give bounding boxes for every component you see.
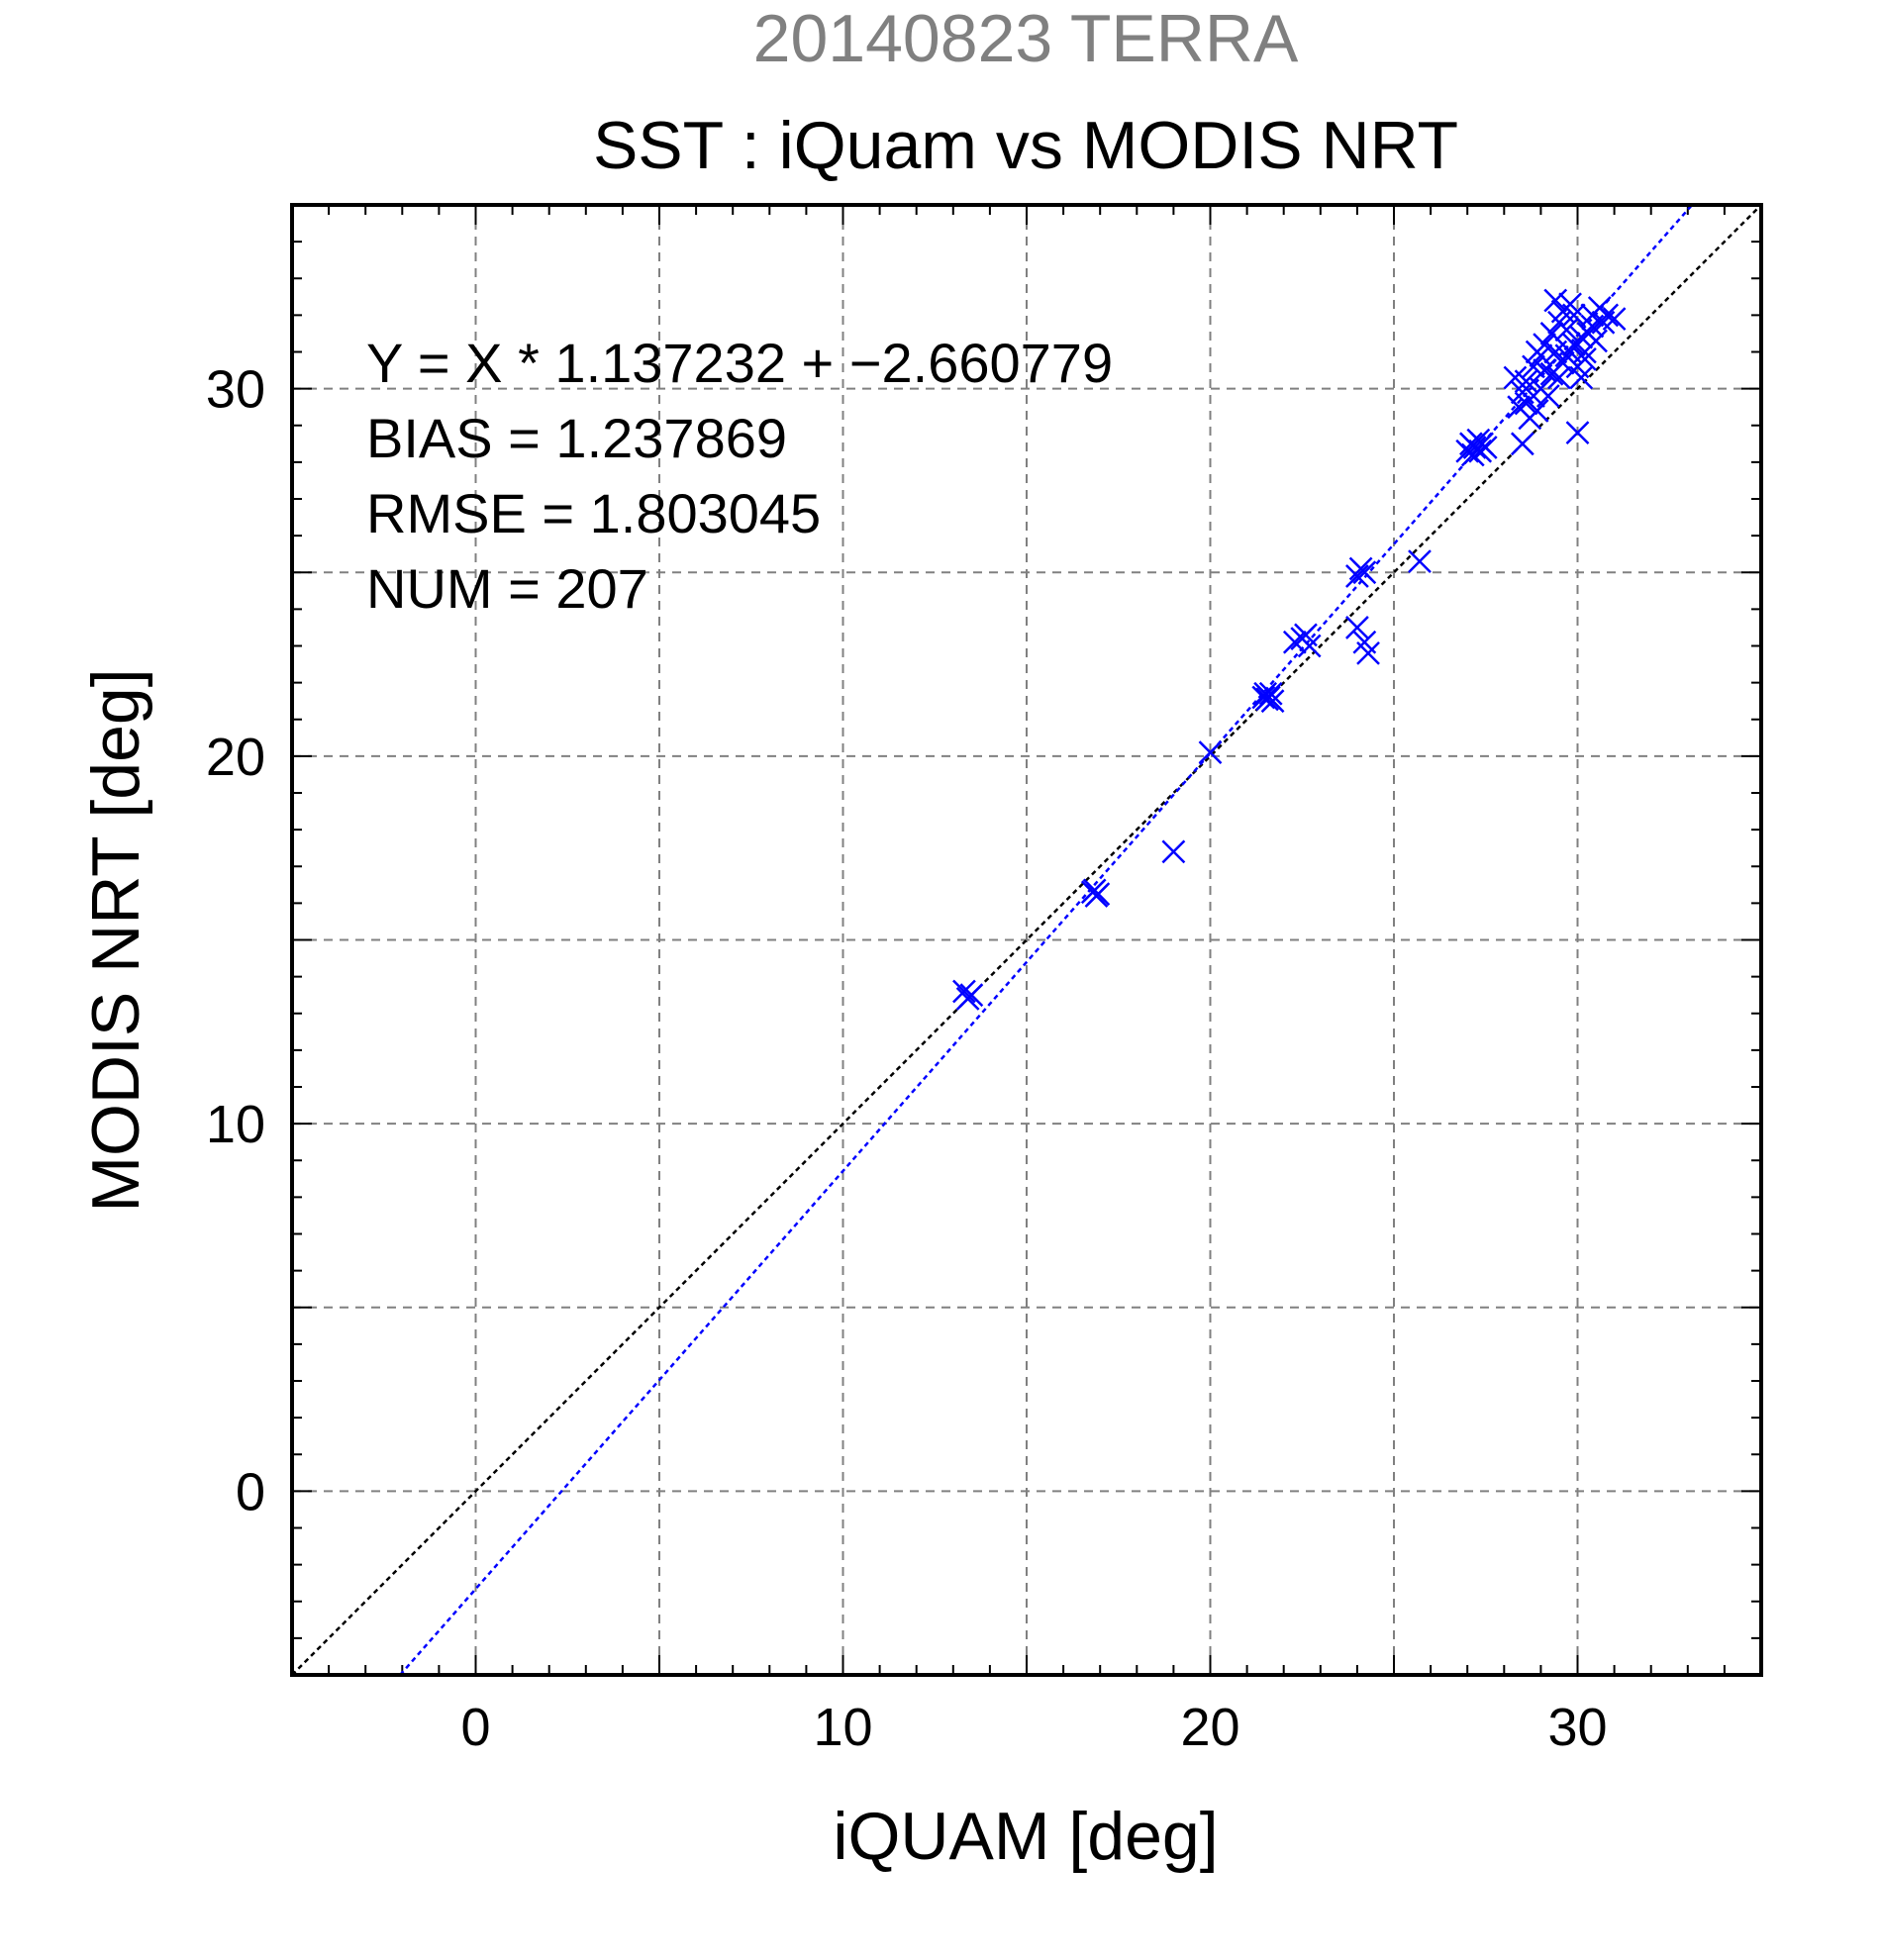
data-point	[1352, 560, 1377, 585]
data-point	[955, 987, 980, 1011]
annotation-bias: BIAS = 1.237869	[366, 407, 787, 469]
data-point	[1543, 288, 1568, 313]
y-tick-label: 30	[206, 360, 265, 420]
y-tick-label: 10	[206, 1095, 265, 1154]
data-point	[1503, 365, 1528, 390]
y-axis-label: MODIS NRT [deg]	[78, 668, 153, 1212]
data-point	[1198, 740, 1223, 765]
data-point	[1082, 878, 1107, 903]
annotation-fit: Y = X * 1.137232 + −2.660779	[366, 332, 1113, 394]
y-tick-label: 0	[236, 1462, 265, 1521]
plot-frame	[290, 203, 1763, 1677]
data-point	[1460, 442, 1485, 467]
x-axis-label: iQUAM [deg]	[833, 1799, 1218, 1874]
data-point	[1584, 329, 1608, 353]
data-point	[1533, 358, 1556, 382]
data-point	[1408, 549, 1432, 573]
data-point	[1356, 641, 1380, 665]
chart-title: SST : iQuam vs MODIS NRT	[593, 108, 1458, 183]
data-point	[1565, 421, 1590, 445]
data-point	[1462, 436, 1487, 459]
x-tick-label: 10	[813, 1698, 872, 1757]
x-tick-label: 20	[1180, 1698, 1239, 1757]
data-point	[1251, 685, 1276, 710]
data-points	[952, 288, 1627, 1011]
data-point	[1510, 432, 1534, 456]
data-point	[1345, 616, 1369, 639]
data-point	[1554, 318, 1579, 343]
data-point	[1554, 343, 1579, 368]
tick-labels: 0 10 20 30 0 10 20 30	[206, 360, 1608, 1757]
annotation-num: NUM = 207	[366, 557, 648, 620]
data-point	[1514, 391, 1538, 416]
data-point	[1468, 439, 1493, 463]
x-tick-label: 30	[1547, 1698, 1607, 1757]
data-point	[1595, 303, 1620, 328]
x-tick-label: 0	[460, 1698, 490, 1757]
data-point	[1473, 436, 1498, 459]
chart-supertitle: 20140823 TERRA	[753, 1, 1299, 76]
data-point	[1258, 681, 1283, 706]
data-point	[1294, 623, 1318, 647]
data-point	[1518, 406, 1542, 431]
data-point	[1525, 340, 1549, 364]
data-point	[1161, 839, 1186, 864]
data-point	[1255, 687, 1279, 712]
data-point	[1573, 347, 1597, 371]
data-point	[1569, 365, 1594, 390]
data-point	[1591, 310, 1616, 335]
data-point	[1345, 564, 1369, 588]
data-point	[1539, 322, 1564, 345]
data-point	[1282, 630, 1307, 654]
y-tick-label: 20	[206, 728, 265, 787]
data-point	[952, 979, 976, 1004]
annotation-rmse: RMSE = 1.803045	[366, 482, 821, 544]
data-point	[1561, 303, 1586, 328]
data-point	[1547, 365, 1571, 390]
data-point	[1550, 350, 1575, 375]
grid	[292, 205, 1761, 1675]
